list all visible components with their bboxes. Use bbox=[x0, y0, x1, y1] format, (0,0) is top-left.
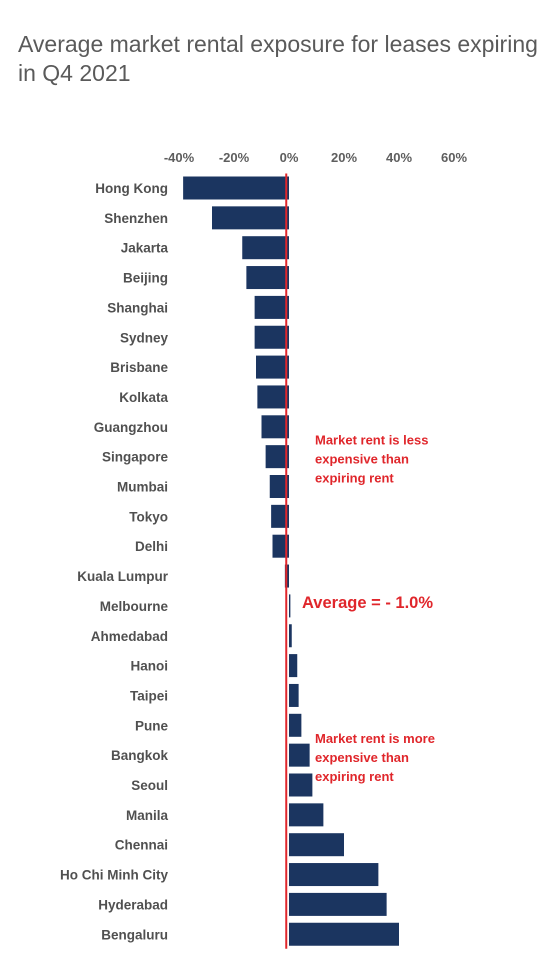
bar-taipei bbox=[289, 683, 299, 707]
average-label: Average = - 1.0% bbox=[302, 594, 433, 612]
bar-hong-kong bbox=[183, 176, 289, 200]
bar-hanoi bbox=[289, 654, 298, 678]
bar-brisbane bbox=[256, 355, 289, 379]
category-label: Kuala Lumpur bbox=[77, 569, 169, 584]
annotation-text: expiring rent bbox=[315, 769, 394, 784]
category-label: Hanoi bbox=[130, 659, 168, 674]
category-label: Mumbai bbox=[117, 480, 168, 495]
category-label: Singapore bbox=[102, 450, 169, 465]
category-label: Melbourne bbox=[100, 599, 169, 614]
bar-beijing bbox=[246, 266, 289, 290]
category-label: Jakarta bbox=[121, 241, 169, 256]
category-label: Delhi bbox=[135, 539, 168, 554]
category-label: Chennai bbox=[115, 838, 168, 853]
bar-pune bbox=[289, 713, 302, 737]
category-label: Sydney bbox=[120, 330, 169, 345]
bar-bengaluru bbox=[289, 922, 399, 946]
annotation-text: expiring rent bbox=[315, 471, 394, 486]
bar-mumbai bbox=[269, 475, 289, 498]
bar-shanghai bbox=[254, 295, 289, 319]
category-label: Tokyo bbox=[129, 509, 168, 524]
annotation-text: Market rent is more bbox=[315, 731, 435, 746]
annotation-text: expensive than bbox=[315, 750, 409, 765]
bar-jakarta bbox=[242, 236, 289, 260]
bar-melbourne bbox=[289, 594, 291, 618]
x-tick-label: 40% bbox=[386, 150, 412, 165]
category-label: Brisbane bbox=[110, 360, 168, 375]
category-label: Shanghai bbox=[107, 300, 168, 315]
annotation-text: expensive than bbox=[315, 452, 409, 467]
bar-tokyo bbox=[271, 504, 289, 528]
category-label: Bangkok bbox=[111, 748, 169, 763]
annotation-text: Market rent is less bbox=[315, 433, 428, 448]
category-label: Taipei bbox=[130, 688, 168, 703]
x-tick-label: -20% bbox=[219, 150, 250, 165]
bar-kolkata bbox=[257, 385, 289, 409]
bar-hyderabad bbox=[289, 892, 387, 916]
category-label: Guangzhou bbox=[94, 420, 168, 435]
bar-guangzhou bbox=[261, 415, 289, 439]
bar-singapore bbox=[265, 445, 289, 469]
bar-chennai bbox=[289, 833, 344, 857]
category-label: Beijing bbox=[123, 271, 168, 286]
bar-sydney bbox=[254, 325, 289, 349]
category-label: Hong Kong bbox=[95, 181, 168, 196]
bar-delhi bbox=[272, 534, 289, 558]
x-tick-label: 60% bbox=[441, 150, 467, 165]
bar-ahmedabad bbox=[289, 624, 292, 648]
x-tick-label: -40% bbox=[164, 150, 195, 165]
bar-manila bbox=[289, 803, 324, 827]
x-tick-label: 0% bbox=[280, 150, 299, 165]
x-tick-label: 20% bbox=[331, 150, 357, 165]
category-label: Ahmedabad bbox=[91, 629, 168, 644]
category-label: Ho Chi Minh City bbox=[60, 868, 168, 883]
bar-ho-chi-minh-city bbox=[289, 863, 379, 887]
category-label: Shenzhen bbox=[104, 211, 168, 226]
bar-shenzhen bbox=[212, 206, 289, 230]
bar-seoul bbox=[289, 773, 313, 797]
category-label: Kolkata bbox=[119, 390, 168, 405]
chart-title: Average market rental exposure for lease… bbox=[18, 31, 538, 86]
category-label: Manila bbox=[126, 808, 169, 823]
category-label: Seoul bbox=[131, 778, 168, 793]
category-label: Pune bbox=[135, 718, 168, 733]
category-label: Bengaluru bbox=[101, 927, 168, 942]
bar-bangkok bbox=[289, 743, 310, 767]
category-label: Hyderabad bbox=[98, 897, 168, 912]
